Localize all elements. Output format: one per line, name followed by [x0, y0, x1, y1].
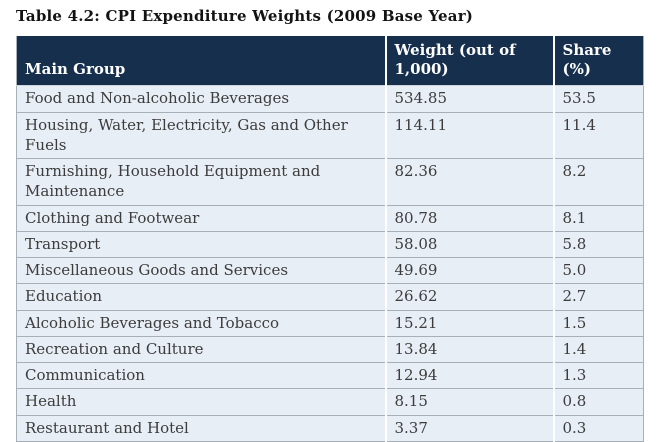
cell-weight: 12.94	[384, 362, 554, 389]
cell-share: 11.4	[552, 111, 644, 159]
column-header-main-group: Main Group	[16, 36, 386, 86]
table-row: Restaurant and Hotel 3.37 0.3	[16, 414, 644, 442]
cell-share: 0.8	[552, 388, 644, 416]
cell-main-group: Restaurant and Hotel	[16, 414, 386, 442]
table-row: Housing, Water, Electricity, Gas and Oth…	[16, 111, 644, 159]
cell-main-group: Housing, Water, Electricity, Gas and Oth…	[16, 111, 386, 159]
table-row: Education 26.62 2.7	[16, 283, 644, 311]
table-row: Alcoholic Beverages and Tobacco 15.21 1.…	[16, 309, 644, 337]
header-row: Main Group Weight (out of 1,000) Share (…	[16, 36, 644, 86]
cell-main-group: Alcoholic Beverages and Tobacco	[16, 309, 386, 337]
cell-main-group: Furnishing, Household Equipment and Main…	[16, 158, 386, 206]
cell-main-group: Education	[16, 283, 386, 311]
cell-share: 5.0	[552, 257, 644, 284]
table-row: Communication 12.94 1.3	[16, 362, 644, 389]
table-header: Main Group Weight (out of 1,000) Share (…	[16, 36, 644, 86]
cell-weight: 58.08	[384, 230, 554, 258]
cell-main-group: Transport	[16, 230, 386, 258]
column-header-share: Share (%)	[552, 36, 644, 86]
table-row: Food and Non-alcoholic Beverages 534.85 …	[16, 85, 644, 113]
cell-weight: 534.85	[384, 85, 554, 113]
column-header-weight: Weight (out of 1,000)	[384, 36, 554, 86]
table-row: Miscellaneous Goods and Services 49.69 5…	[16, 257, 644, 284]
table-row: Transport 58.08 5.8	[16, 230, 644, 258]
cell-weight: 82.36	[384, 158, 554, 206]
cell-weight: 8.15	[384, 388, 554, 416]
table-row: Furnishing, Household Equipment and Main…	[16, 158, 644, 206]
cell-main-group: Clothing and Footwear	[16, 204, 386, 232]
cell-weight: 26.62	[384, 283, 554, 311]
cell-main-group: Food and Non-alcoholic Beverages	[16, 85, 386, 113]
cell-weight: 13.84	[384, 335, 554, 363]
cpi-weights-table: Main Group Weight (out of 1,000) Share (…	[16, 36, 644, 442]
cell-share: 5.8	[552, 230, 644, 258]
cell-share: 2.7	[552, 283, 644, 311]
cell-share: 1.3	[552, 362, 644, 389]
table-row: Clothing and Footwear 80.78 8.1	[16, 204, 644, 232]
cell-weight: 15.21	[384, 309, 554, 337]
table-row: Recreation and Culture 13.84 1.4	[16, 335, 644, 363]
cell-share: 1.5	[552, 309, 644, 337]
cell-share: 1.4	[552, 335, 644, 363]
table-row: Health 8.15 0.8	[16, 388, 644, 416]
cell-weight: 49.69	[384, 257, 554, 284]
cell-share: 53.5	[552, 85, 644, 113]
table-title: Table 4.2: CPI Expenditure Weights (2009…	[16, 7, 474, 25]
cell-share: 0.3	[552, 414, 644, 442]
cell-weight: 80.78	[384, 204, 554, 232]
cell-share: 8.1	[552, 204, 644, 232]
cell-main-group: Communication	[16, 362, 386, 389]
cell-weight: 114.11	[384, 111, 554, 159]
table-body: Food and Non-alcoholic Beverages 534.85 …	[16, 85, 644, 442]
cell-main-group: Recreation and Culture	[16, 335, 386, 363]
cell-weight: 3.37	[384, 414, 554, 442]
cell-main-group: Health	[16, 388, 386, 416]
cell-share: 8.2	[552, 158, 644, 206]
cell-main-group: Miscellaneous Goods and Services	[16, 257, 386, 284]
